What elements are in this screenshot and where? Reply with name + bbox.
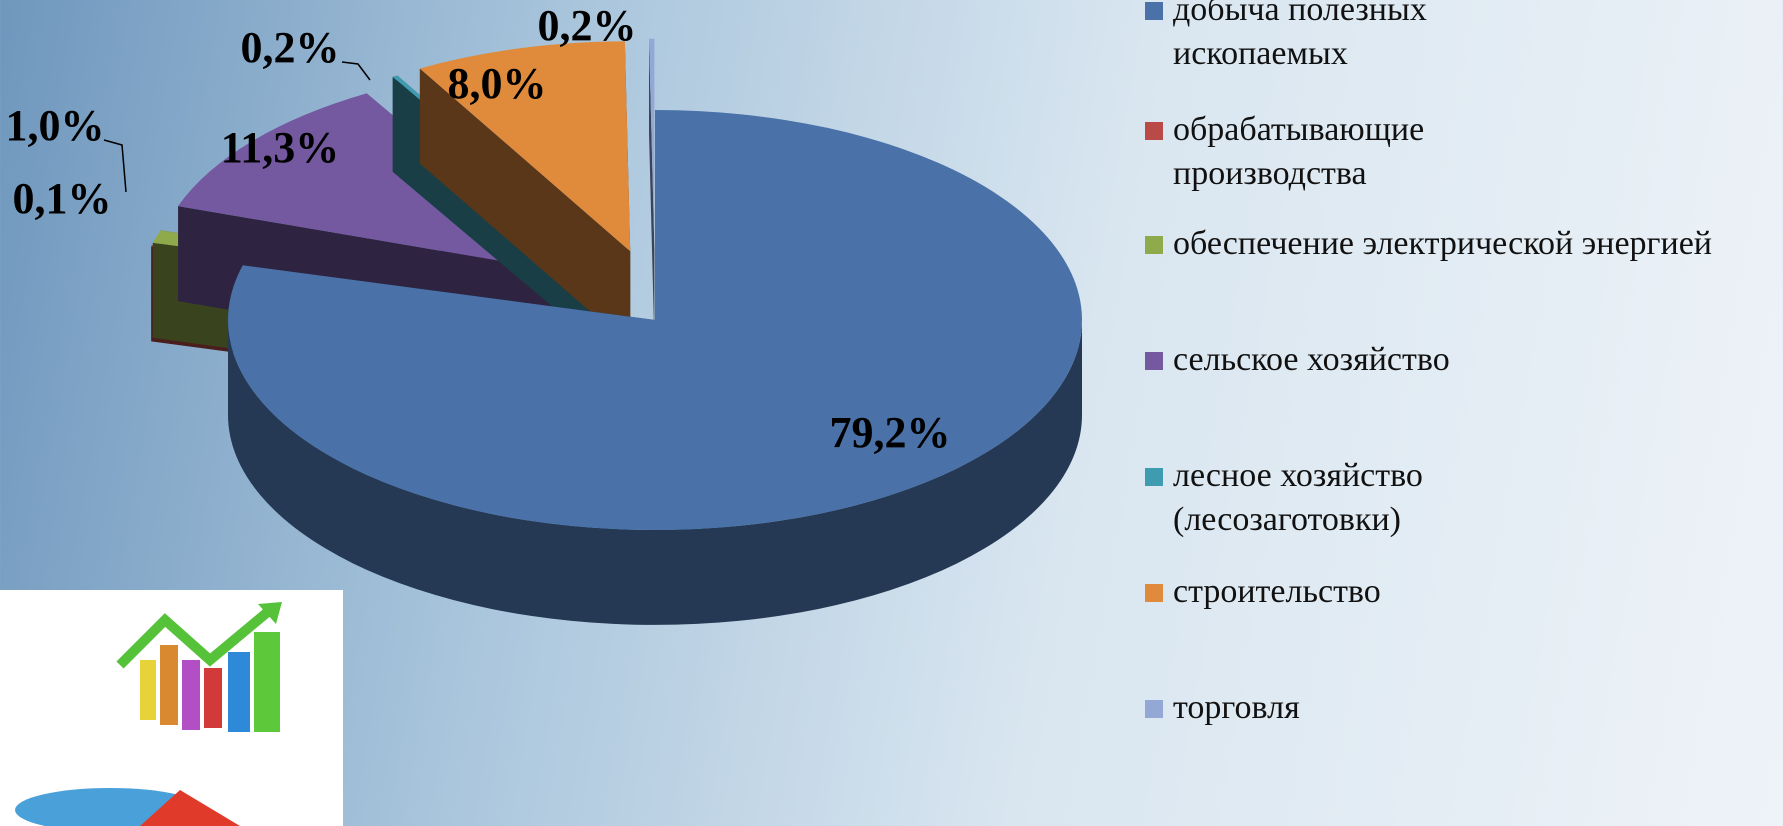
legend-swatch bbox=[1145, 236, 1163, 254]
leader-line bbox=[103, 139, 127, 193]
legend-label: сельское хозяйство bbox=[1173, 341, 1450, 378]
legend-swatch bbox=[1145, 122, 1163, 140]
value-label: 0,2% bbox=[241, 23, 340, 72]
legend-label: обеспечение электрической энергией bbox=[1173, 225, 1712, 262]
value-label: 8,0% bbox=[448, 59, 547, 108]
value-labels: 79,2% 0,1% 1,0% 11,3% 0,2% 8,0% 0,2% bbox=[6, 1, 951, 457]
value-label: 1,0% bbox=[6, 101, 105, 150]
value-label: 0,1% bbox=[13, 174, 112, 223]
value-label: 79,2% bbox=[830, 408, 951, 457]
legend-label: добыча полезных ископаемых bbox=[1173, 0, 1427, 72]
slice-wall bbox=[649, 38, 655, 344]
slice bbox=[649, 38, 655, 344]
legend-label: обрабатывающие производства bbox=[1173, 111, 1425, 192]
legend-item: обрабатывающие производства bbox=[1145, 108, 1775, 196]
slice-top bbox=[649, 38, 655, 249]
legend-item: торговля bbox=[1145, 686, 1775, 730]
pie bbox=[151, 38, 1082, 625]
legend-swatch bbox=[1145, 700, 1163, 718]
legend-item: строительство bbox=[1145, 570, 1775, 614]
legend-swatch bbox=[1145, 352, 1163, 370]
leader-line bbox=[341, 61, 371, 81]
legend-label: торговля bbox=[1173, 689, 1300, 726]
legend-item: добыча полезных ископаемых bbox=[1145, 0, 1775, 76]
value-label: 11,3% bbox=[221, 123, 340, 172]
legend-item: обеспечение электрической энергией bbox=[1145, 222, 1775, 266]
slice-side bbox=[228, 320, 1082, 625]
legend-swatch bbox=[1145, 584, 1163, 602]
legend-swatch bbox=[1145, 468, 1163, 486]
slice bbox=[419, 41, 631, 347]
slice-wall bbox=[419, 68, 631, 347]
value-label: 0,2% bbox=[538, 1, 637, 50]
slice-top bbox=[227, 110, 1082, 530]
decor-icon bbox=[0, 590, 343, 826]
legend-swatch bbox=[1145, 2, 1163, 20]
legend-label: строительство bbox=[1173, 573, 1381, 610]
legend-item: лесное хозяйство (лесозаготовки) bbox=[1145, 454, 1775, 542]
slice bbox=[227, 110, 1082, 625]
legend-label: лесное хозяйство (лесозаготовки) bbox=[1173, 457, 1423, 538]
legend-item: сельское хозяйство bbox=[1145, 338, 1775, 382]
slice-top bbox=[419, 41, 631, 252]
